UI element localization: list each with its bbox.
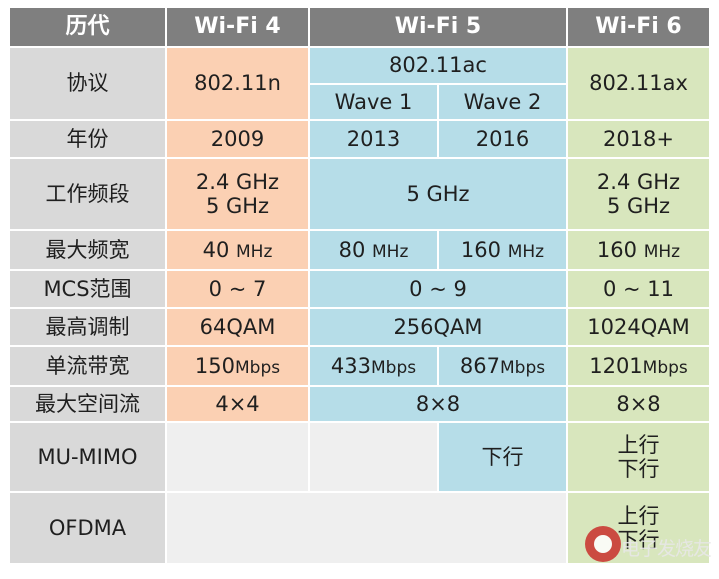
bandwidth-wave2: 160 MHz bbox=[437, 229, 568, 271]
protocol-wave2: Wave 2 bbox=[437, 83, 568, 121]
header-wifi6: Wi-Fi 6 bbox=[566, 6, 711, 48]
stream-rate-unit: Mbps bbox=[234, 357, 281, 378]
bandwidth-row: 最大频宽 40 MHz 80 MHz 160 MHz 160 MHz bbox=[8, 229, 711, 271]
band-wifi6-line1: 2.4 GHz bbox=[596, 169, 681, 194]
year-label: 年份 bbox=[8, 119, 167, 159]
mu-mimo-wave2: 下行 bbox=[437, 421, 568, 493]
header-row: 历代 Wi-Fi 4 Wi-Fi 5 Wi-Fi 6 bbox=[8, 6, 711, 48]
modulation-row: 最高调制 64QAM 256QAM 1024QAM bbox=[8, 307, 711, 347]
band-label: 工作频段 bbox=[8, 157, 167, 231]
watermark-logo-icon bbox=[585, 526, 621, 562]
band-wifi4-line1: 2.4 GHz bbox=[195, 169, 280, 194]
protocol-row: 协议 802.11n 802.11ac 802.11ax bbox=[8, 46, 711, 121]
bandwidth-wave2-value: 160 bbox=[460, 237, 502, 262]
watermark-text: 电子发烧友 bbox=[621, 538, 712, 560]
spatial-streams-wifi4: 4×4 bbox=[165, 385, 310, 423]
mcs-wifi5: 0 ~ 9 bbox=[308, 269, 568, 309]
wifi-comparison-table: 历代 Wi-Fi 4 Wi-Fi 5 Wi-Fi 6 协议 802.11n 80… bbox=[8, 6, 711, 565]
stream-rate-wifi6: 1201Mbps bbox=[566, 345, 711, 387]
year-wave2: 2016 bbox=[437, 119, 568, 159]
stream-rate-unit: Mbps bbox=[370, 357, 417, 378]
bandwidth-wifi6-value: 160 bbox=[596, 237, 638, 262]
stream-rate-row: 单流带宽 150Mbps 433Mbps 867Mbps 1201Mbps bbox=[8, 345, 711, 387]
stream-rate-wifi6-value: 1201 bbox=[589, 353, 643, 378]
bandwidth-wave1-value: 80 bbox=[338, 237, 366, 262]
protocol-label: 协议 bbox=[8, 46, 167, 121]
band-wifi6-line2: 5 GHz bbox=[606, 194, 671, 218]
modulation-label: 最高调制 bbox=[8, 307, 167, 347]
spatial-streams-wifi5: 8×8 bbox=[308, 385, 568, 423]
mcs-wifi4: 0 ~ 7 bbox=[165, 269, 310, 309]
bandwidth-unit: MHz bbox=[236, 241, 273, 262]
stream-rate-label: 单流带宽 bbox=[8, 345, 167, 387]
ofdma-label: OFDMA bbox=[8, 491, 167, 565]
protocol-wifi4: 802.11n bbox=[165, 46, 310, 121]
mu-mimo-row: MU-MIMO 下行 上行 下行 bbox=[8, 421, 711, 493]
year-wifi6: 2018+ bbox=[566, 119, 711, 159]
stream-rate-wave1-value: 433 bbox=[330, 353, 371, 378]
stream-rate-wave2-value: 867 bbox=[459, 353, 500, 378]
bandwidth-unit: MHz bbox=[507, 241, 545, 262]
mu-mimo-wifi6-line2: 下行 bbox=[617, 457, 660, 481]
mcs-label: MCS范围 bbox=[8, 269, 167, 309]
ofdma-wifi6-line2: 下行 bbox=[617, 528, 660, 552]
spatial-streams-label: 最大空间流 bbox=[8, 385, 167, 423]
band-wifi5: 5 GHz bbox=[308, 157, 568, 231]
stream-rate-unit: Mbps bbox=[642, 357, 688, 378]
modulation-wifi4: 64QAM bbox=[165, 307, 310, 347]
bandwidth-wave1: 80 MHz bbox=[308, 229, 439, 271]
watermark: 电子发烧友 bbox=[585, 518, 713, 570]
mu-mimo-wifi6: 上行 下行 bbox=[566, 421, 711, 493]
stream-rate-unit: Mbps bbox=[499, 357, 546, 378]
spatial-streams-row: 最大空间流 4×4 8×8 8×8 bbox=[8, 385, 711, 423]
mu-mimo-wifi4-empty bbox=[165, 421, 310, 493]
mcs-wifi6: 0 ~ 11 bbox=[566, 269, 711, 309]
header-wifi4: Wi-Fi 4 bbox=[165, 6, 310, 48]
year-wifi4: 2009 bbox=[165, 119, 310, 159]
stream-rate-wifi4-value: 150 bbox=[194, 353, 235, 378]
header-wifi5: Wi-Fi 5 bbox=[308, 6, 568, 48]
ofdma-row: OFDMA 上行 下行 bbox=[8, 491, 711, 565]
bandwidth-unit: MHz bbox=[643, 241, 681, 262]
protocol-wifi6: 802.11ax bbox=[566, 46, 711, 121]
bandwidth-unit: MHz bbox=[372, 241, 409, 262]
year-row: 年份 2009 2013 2016 2018+ bbox=[8, 119, 711, 159]
band-row: 工作频段 2.4 GHz 5 GHz 5 GHz 2.4 GHz 5 GHz bbox=[8, 157, 711, 231]
ofdma-empty bbox=[165, 491, 568, 565]
protocol-wave-row: Wave 1 Wave 2 bbox=[9, 83, 710, 121]
bandwidth-label: 最大频宽 bbox=[8, 229, 167, 271]
stream-rate-wave2: 867Mbps bbox=[437, 345, 568, 387]
mu-mimo-wave1-empty bbox=[308, 421, 439, 493]
stream-rate-wave1: 433Mbps bbox=[308, 345, 439, 387]
modulation-wifi5: 256QAM bbox=[308, 307, 568, 347]
modulation-wifi6: 1024QAM bbox=[566, 307, 711, 347]
stream-rate-wifi4: 150Mbps bbox=[165, 345, 310, 387]
header-generation: 历代 bbox=[8, 6, 167, 48]
band-wifi4: 2.4 GHz 5 GHz bbox=[165, 157, 310, 231]
ofdma-wifi6-line1: 上行 bbox=[617, 503, 660, 528]
spatial-streams-wifi6: 8×8 bbox=[566, 385, 711, 423]
mu-mimo-wifi6-line1: 上行 bbox=[617, 432, 660, 457]
year-wave1: 2013 bbox=[308, 119, 439, 159]
mu-mimo-label: MU-MIMO bbox=[8, 421, 167, 493]
bandwidth-wifi6: 160 MHz bbox=[566, 229, 711, 271]
mcs-row: MCS范围 0 ~ 7 0 ~ 9 0 ~ 11 bbox=[8, 269, 711, 309]
bandwidth-wifi4-value: 40 bbox=[202, 237, 230, 262]
bandwidth-wifi4: 40 MHz bbox=[165, 229, 310, 271]
protocol-wifi5: 802.11ac bbox=[308, 46, 568, 85]
protocol-wave1: Wave 1 bbox=[308, 83, 439, 121]
wifi-comparison-table-container: 历代 Wi-Fi 4 Wi-Fi 5 Wi-Fi 6 协议 802.11n 80… bbox=[8, 6, 711, 565]
band-wifi6: 2.4 GHz 5 GHz bbox=[566, 157, 711, 231]
band-wifi4-line2: 5 GHz bbox=[205, 194, 270, 218]
